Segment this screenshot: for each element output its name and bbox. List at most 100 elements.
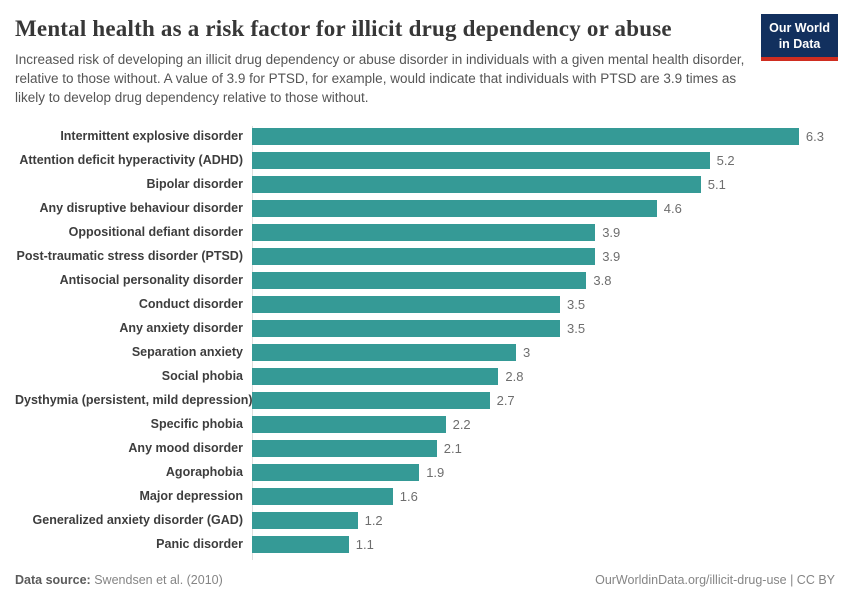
data-source-label: Data source:: [15, 573, 91, 587]
value-label: 3.9: [602, 248, 621, 264]
value-label: 3.9: [602, 224, 621, 240]
owid-logo[interactable]: Our World in Data: [761, 14, 838, 62]
value-label: 2.7: [496, 392, 515, 408]
bar-row: Oppositional defiant disorder 3.9: [15, 220, 835, 244]
bar[interactable]: [252, 248, 596, 265]
bar-row: Major depression 1.6: [15, 484, 835, 508]
bar[interactable]: [252, 512, 358, 529]
bar[interactable]: [252, 416, 446, 433]
bar-track: 2.2: [252, 416, 824, 433]
bar-row: Any mood disorder 2.1: [15, 436, 835, 460]
bar-row: Panic disorder 1.1: [15, 532, 835, 556]
value-label: 4.6: [663, 200, 682, 216]
bar-row: Social phobia 2.8: [15, 364, 835, 388]
bar-row: Any disruptive behaviour disorder 4.6: [15, 196, 835, 220]
bar[interactable]: [252, 128, 799, 145]
category-label: Oppositional defiant disorder: [68, 225, 243, 240]
owid-logo-line1: Our World: [769, 21, 830, 35]
bar-track: 3.9: [252, 224, 824, 241]
data-source-value: Swendsen et al. (2010): [94, 573, 223, 587]
bar-track: 5.2: [252, 152, 824, 169]
value-label: 2.1: [443, 440, 462, 456]
value-label: 5.1: [707, 176, 726, 192]
bar-row: Post-traumatic stress disorder (PTSD) 3.9: [15, 244, 835, 268]
bar-track: 5.1: [252, 176, 824, 193]
bar-row: Intermittent explosive disorder 6.3: [15, 124, 835, 148]
value-label: 3.5: [567, 320, 586, 336]
bar[interactable]: [252, 152, 710, 169]
bar[interactable]: [252, 536, 349, 553]
category-label: Agoraphobia: [165, 465, 243, 480]
bar-track: 3.5: [252, 320, 824, 337]
bar-row: Agoraphobia 1.9: [15, 460, 835, 484]
bar-row: Specific phobia 2.2: [15, 412, 835, 436]
category-label: Conduct disorder: [138, 297, 243, 312]
category-label: Intermittent explosive disorder: [60, 129, 243, 144]
bar-row: Bipolar disorder 5.1: [15, 172, 835, 196]
bar-row: Conduct disorder 3.5: [15, 292, 835, 316]
bar-track: 1.2: [252, 512, 824, 529]
bar[interactable]: [252, 176, 701, 193]
category-label: Major depression: [139, 489, 244, 504]
bar-row: Separation anxiety 3: [15, 340, 835, 364]
bar-row: Antisocial personality disorder 3.8: [15, 268, 835, 292]
category-label: Generalized anxiety disorder (GAD): [32, 513, 243, 528]
bar[interactable]: [252, 440, 437, 457]
chart-subtitle: Increased risk of developing an illicit …: [15, 52, 745, 106]
owid-logo-line2: in Data: [778, 36, 821, 51]
chart-header: Mental health as a risk factor for illic…: [15, 14, 838, 107]
category-label: Antisocial personality disorder: [59, 273, 243, 288]
value-label: 6.3: [805, 128, 824, 144]
bar-chart: Intermittent explosive disorder 6.3 Attent…: [15, 124, 835, 561]
value-label: 3.5: [567, 296, 586, 312]
bar-track: 6.3: [252, 128, 824, 145]
bar-track: 2.8: [252, 368, 824, 385]
bar-rows: Intermittent explosive disorder 6.3 Attent…: [15, 124, 835, 556]
bar[interactable]: [252, 296, 560, 313]
category-label: Specific phobia: [150, 417, 243, 432]
value-label: 3: [523, 344, 531, 360]
bar-track: 1.6: [252, 488, 824, 505]
category-label: Attention deficit hyperactivity (ADHD): [19, 153, 243, 168]
category-label: Bipolar disorder: [146, 177, 243, 192]
category-label: Panic disorder: [156, 537, 243, 552]
bar[interactable]: [252, 368, 499, 385]
bar-track: 1.9: [252, 464, 824, 481]
bar-row: Dysthymia (persistent, mild depression) 2…: [15, 388, 835, 412]
bar-track: 1.1: [252, 536, 824, 553]
category-label: Post-traumatic stress disorder (PTSD): [16, 249, 243, 264]
bar-track: 2.1: [252, 440, 824, 457]
value-label: 2.2: [452, 416, 471, 432]
value-label: 1.9: [426, 464, 445, 480]
bar[interactable]: [252, 320, 560, 337]
credit-line[interactable]: OurWorldinData.org/illicit-drug-use | CC…: [595, 573, 835, 587]
bar[interactable]: [252, 272, 587, 289]
data-source: Data source: Swendsen et al. (2010): [15, 573, 223, 587]
category-label: Any anxiety disorder: [119, 321, 243, 336]
bar-row: Any anxiety disorder 3.5: [15, 316, 835, 340]
value-label: 3.8: [593, 272, 612, 288]
chart-footer: Data source: Swendsen et al. (2010) OurW…: [15, 573, 835, 587]
bar[interactable]: [252, 344, 516, 361]
y-axis-line: [252, 126, 253, 561]
value-label: 5.2: [716, 152, 735, 168]
value-label: 2.8: [505, 368, 524, 384]
bar[interactable]: [252, 464, 420, 481]
bar[interactable]: [252, 224, 596, 241]
bar-track: 3.5: [252, 296, 824, 313]
bar-track: 3: [252, 344, 824, 361]
value-label: 1.2: [364, 512, 383, 528]
category-label: Separation anxiety: [131, 345, 243, 360]
value-label: 1.6: [399, 488, 418, 504]
bar-track: 2.7: [252, 392, 824, 409]
bar-row: Attention deficit hyperactivity (ADHD) 5.…: [15, 148, 835, 172]
bar-track: 3.8: [252, 272, 824, 289]
value-label: 1.1: [355, 536, 374, 552]
bar-track: 3.9: [252, 248, 824, 265]
bar[interactable]: [252, 392, 490, 409]
bar[interactable]: [252, 200, 657, 217]
category-label: Social phobia: [161, 369, 243, 384]
category-label: Dysthymia (persistent, mild depression): [15, 393, 253, 408]
bar[interactable]: [252, 488, 393, 505]
